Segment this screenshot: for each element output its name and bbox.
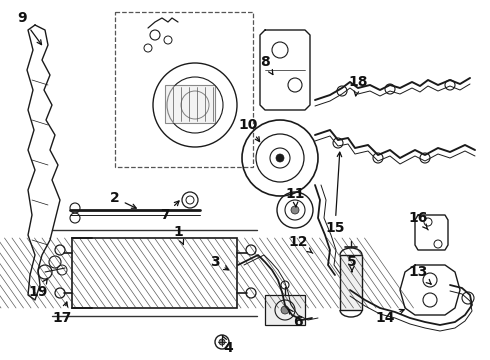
- Circle shape: [281, 306, 289, 314]
- Text: 1: 1: [173, 225, 184, 244]
- Circle shape: [291, 206, 299, 214]
- Text: 4: 4: [222, 336, 233, 355]
- Text: 18: 18: [348, 75, 368, 96]
- Circle shape: [276, 154, 284, 162]
- Text: 6: 6: [289, 309, 303, 329]
- Text: 16: 16: [408, 211, 428, 230]
- Bar: [72, 238, 237, 308]
- Bar: [115, 12, 253, 167]
- Text: 12: 12: [288, 235, 313, 253]
- Bar: [340, 255, 362, 310]
- Circle shape: [219, 339, 225, 345]
- Text: 13: 13: [408, 265, 431, 284]
- Bar: [165, 85, 215, 123]
- Text: 7: 7: [160, 201, 179, 222]
- Text: 9: 9: [17, 11, 42, 45]
- Text: 11: 11: [285, 187, 305, 207]
- Text: 8: 8: [260, 55, 273, 75]
- Text: 19: 19: [28, 279, 48, 299]
- Text: 5: 5: [347, 255, 357, 272]
- Text: 10: 10: [238, 118, 260, 141]
- Text: 17: 17: [52, 302, 72, 325]
- Text: 3: 3: [210, 255, 228, 270]
- Text: 14: 14: [375, 309, 404, 325]
- Text: 15: 15: [325, 152, 345, 235]
- Text: 2: 2: [110, 191, 136, 208]
- Bar: [265, 295, 305, 325]
